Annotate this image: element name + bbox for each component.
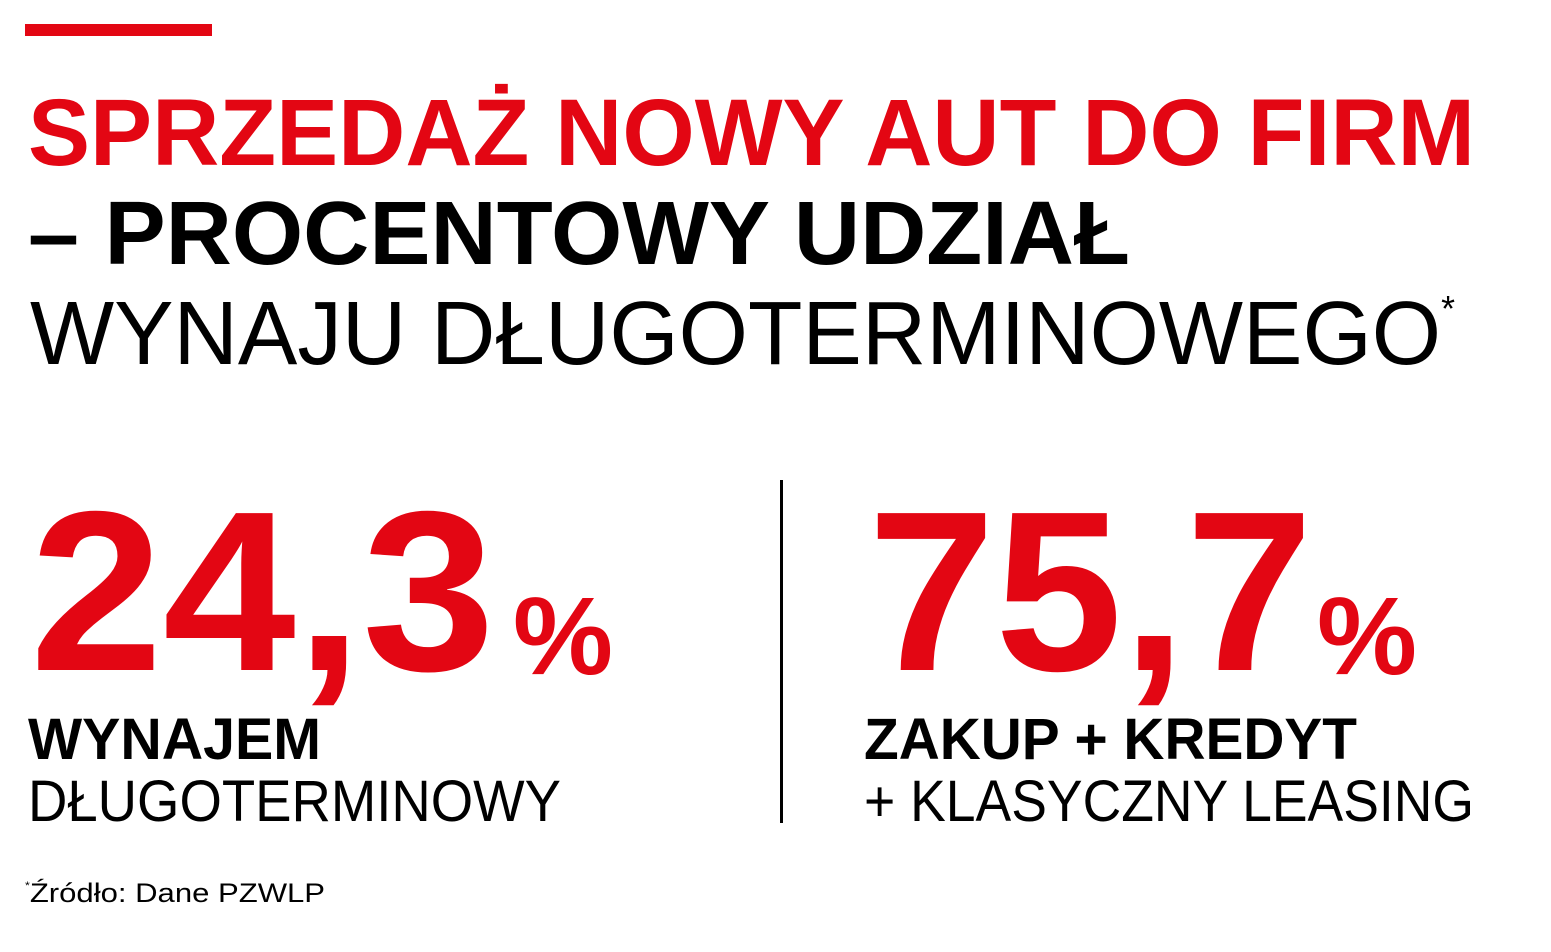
stat-unit-rental: % bbox=[513, 575, 613, 698]
title-line-3: WYNAJU DŁUGOTERMINOWEGO* bbox=[30, 289, 1455, 379]
title-line-2: – PROCENTOWY UDZIAŁ bbox=[28, 184, 1131, 284]
title-line-3-text: WYNAJU DŁUGOTERMINOWEGO bbox=[30, 284, 1442, 384]
stat-label-bold-purchase: ZAKUP + KREDYT bbox=[864, 707, 1357, 772]
stat-unit-purchase: % bbox=[1317, 575, 1417, 698]
divider bbox=[780, 480, 783, 823]
accent-bar bbox=[25, 24, 212, 36]
stat-value-rental: 24,3 bbox=[30, 465, 495, 719]
stat-label-regular-rental: DŁUGOTERMINOWY bbox=[28, 769, 561, 834]
stat-value-purchase: 75,7 bbox=[868, 465, 1313, 719]
stat-label-regular-purchase: + KLASYCZNY LEASING bbox=[864, 769, 1474, 834]
stat-label-bold-rental: WYNAJEM bbox=[28, 707, 321, 772]
footnote: *Źródło: Dane PZWLP bbox=[25, 880, 325, 907]
title-line-1: SPRZEDAŻ NOWY AUT DO FIRM bbox=[28, 80, 1475, 186]
footnote-asterisk: * bbox=[25, 879, 30, 892]
title-asterisk: * bbox=[1441, 287, 1455, 329]
footnote-text: Źródło: Dane PZWLP bbox=[29, 878, 326, 908]
